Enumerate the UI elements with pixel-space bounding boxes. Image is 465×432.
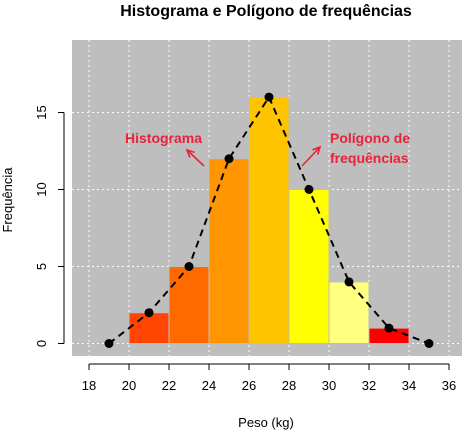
histogram-bar (128, 312, 170, 345)
arrow-shaft (186, 149, 205, 167)
polygon-point (344, 277, 354, 287)
x-tick-label: 24 (202, 378, 216, 393)
histogram-bar (208, 158, 250, 344)
histogram-bar (168, 266, 210, 344)
y-tick-label: 5 (34, 263, 49, 270)
x-axis: 18 20 22 24 26 28 30 32 34 36 (82, 363, 456, 393)
polygon-point (304, 185, 314, 194)
x-tick-label: 34 (402, 378, 416, 393)
polygon-point (224, 154, 234, 164)
x-tick-label: 30 (322, 378, 336, 393)
y-tick-label: 15 (34, 105, 49, 119)
polygon-point (104, 339, 114, 348)
y-tick-label: 10 (34, 182, 49, 196)
arrow-to-histogram (185, 148, 205, 167)
x-axis-label: Peso (kg) (238, 415, 294, 430)
arrow-to-polygon (301, 145, 322, 167)
polygon-point (264, 92, 274, 102)
polygon-point (384, 323, 394, 333)
chart-title: Histograma e Polígono de frequências (120, 3, 412, 20)
y-axis: 0 5 10 15 (34, 105, 65, 347)
x-tick-label: 28 (282, 378, 296, 393)
histogram-bar (248, 96, 290, 344)
x-tick-label: 26 (242, 378, 256, 393)
x-tick-label: 18 (82, 378, 96, 393)
arrow-head (312, 145, 322, 155)
annotations: Histograma Polígono de frequências (125, 130, 410, 167)
polygon-point (424, 339, 434, 348)
y-axis-label: Frequência (0, 167, 15, 233)
arrow-shaft (301, 146, 321, 167)
histogram-bars (128, 96, 410, 345)
histogram-bar (328, 281, 370, 344)
x-tick-label: 36 (442, 378, 456, 393)
polygon-point (184, 262, 194, 271)
histogram-bar (288, 189, 330, 344)
x-tick-label: 20 (122, 378, 136, 393)
y-tick-label: 0 (34, 340, 49, 347)
annotation-poligono-line2: frequências (330, 150, 409, 166)
annotation-poligono-line1: Polígono de (330, 130, 410, 146)
polygon-point (144, 308, 154, 318)
annotation-histograma: Histograma (125, 130, 202, 146)
x-tick-label: 32 (362, 378, 376, 393)
frequency-polygon (104, 92, 434, 348)
arrow-head (185, 148, 195, 158)
x-tick-label: 22 (162, 378, 176, 393)
